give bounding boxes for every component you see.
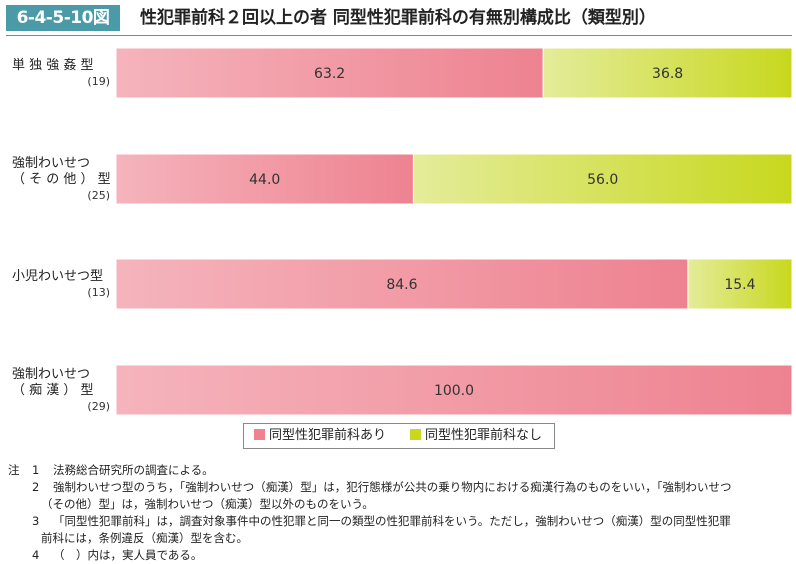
bar-value-label: 15.4 <box>724 277 755 293</box>
category-count-label: (29) <box>87 400 110 413</box>
footnote-number: 4 <box>32 548 40 562</box>
footnote-3: 3 「同型性犯罪前科」は，調査対象事件中の性犯罪と同一の類型の性犯罪前科をいう。… <box>8 513 794 547</box>
bar-segment <box>115 258 689 310</box>
footnote-text-continued: 前科には，条例違反（痴漢）型を含む。 <box>41 531 248 545</box>
category-count-label: (13) <box>87 286 110 299</box>
figure-header: 6-4-5-10図 性犯罪前科２回以上の者 同型性犯罪前科の有無別構成比（類型別… <box>0 0 796 36</box>
legend-swatch-with-prior <box>254 429 265 440</box>
bar-segment <box>687 258 793 310</box>
category-label: （ 痴 漢 ） 型 <box>12 382 94 398</box>
bar-value-label: 100.0 <box>434 383 474 399</box>
header-divider <box>6 35 792 36</box>
footnote-number: 3 <box>32 514 40 528</box>
bar-value-label: 56.0 <box>587 172 618 188</box>
bar-value-label: 44.0 <box>249 172 280 188</box>
footnote-2: 2 強制わいせつ型のうち，「強制わいせつ（痴漢）型」は，犯行態様が公共の乗り物内… <box>8 479 794 513</box>
footnote-1: 注 1 法務総合研究所の調査による。 <box>8 462 794 479</box>
legend-item-with-prior: 同型性犯罪前科あり <box>254 424 386 448</box>
footnote-4: 4 （ ）内は，実人員である。 <box>8 547 794 564</box>
footnote-marker: 注 <box>8 463 20 477</box>
figure-title: 性犯罪前科２回以上の者 同型性犯罪前科の有無別構成比（類型別） <box>140 8 656 28</box>
footnote-text: 「同型性犯罪前科」は，調査対象事件中の性犯罪と同一の類型の性犯罪前科をいう。ただ… <box>53 514 731 528</box>
footnote-number: 1 <box>32 463 40 477</box>
legend-swatch-without-prior <box>410 429 421 440</box>
legend-item-without-prior: 同型性犯罪前科なし <box>410 424 542 448</box>
bar-value-label: 84.6 <box>386 277 417 293</box>
legend-label-without-prior: 同型性犯罪前科なし <box>425 428 543 443</box>
category-label: 強制わいせつ <box>12 367 90 382</box>
category-label: （ そ の 他 ） 型 <box>12 172 111 187</box>
bar-segment <box>412 153 793 205</box>
category-label: 小児わいせつ型 <box>12 269 103 284</box>
category-count-label: (19) <box>87 75 110 88</box>
category-count-label: (25) <box>87 189 110 202</box>
footnote-text: 法務総合研究所の調査による。 <box>53 463 214 477</box>
footnotes: 注 1 法務総合研究所の調査による。 2 強制わいせつ型のうち，「強制わいせつ（… <box>8 462 794 564</box>
footnote-number: 2 <box>32 480 40 494</box>
footnote-text: 強制わいせつ型のうち，「強制わいせつ（痴漢）型」は，犯行態様が公共の乗り物内にお… <box>53 480 732 494</box>
bar-value-label: 63.2 <box>314 66 345 82</box>
category-label: 単 独 強 姦 型 <box>12 57 94 73</box>
bar-segment <box>115 364 793 416</box>
bar-value-label: 36.8 <box>652 66 683 82</box>
stacked-bar-chart: 63.2 36.8 44.0 56.0 84.6 15.4 100.0 単 独 強 姦 型 (… <box>12 47 793 416</box>
bar-segment <box>542 47 793 99</box>
category-label: 強制わいせつ <box>12 156 90 171</box>
figure-number-badge: 6-4-5-10図 <box>6 5 120 31</box>
footnote-text: （ ）内は，実人員である。 <box>53 548 203 562</box>
legend-label-with-prior: 同型性犯罪前科あり <box>269 428 387 443</box>
footnote-text-continued: （その他）型」は，強制わいせつ（痴漢）型以外のものをいう。 <box>41 497 374 511</box>
chart-legend: 同型性犯罪前科あり 同型性犯罪前科なし <box>243 423 555 449</box>
bar-segment <box>115 153 414 205</box>
